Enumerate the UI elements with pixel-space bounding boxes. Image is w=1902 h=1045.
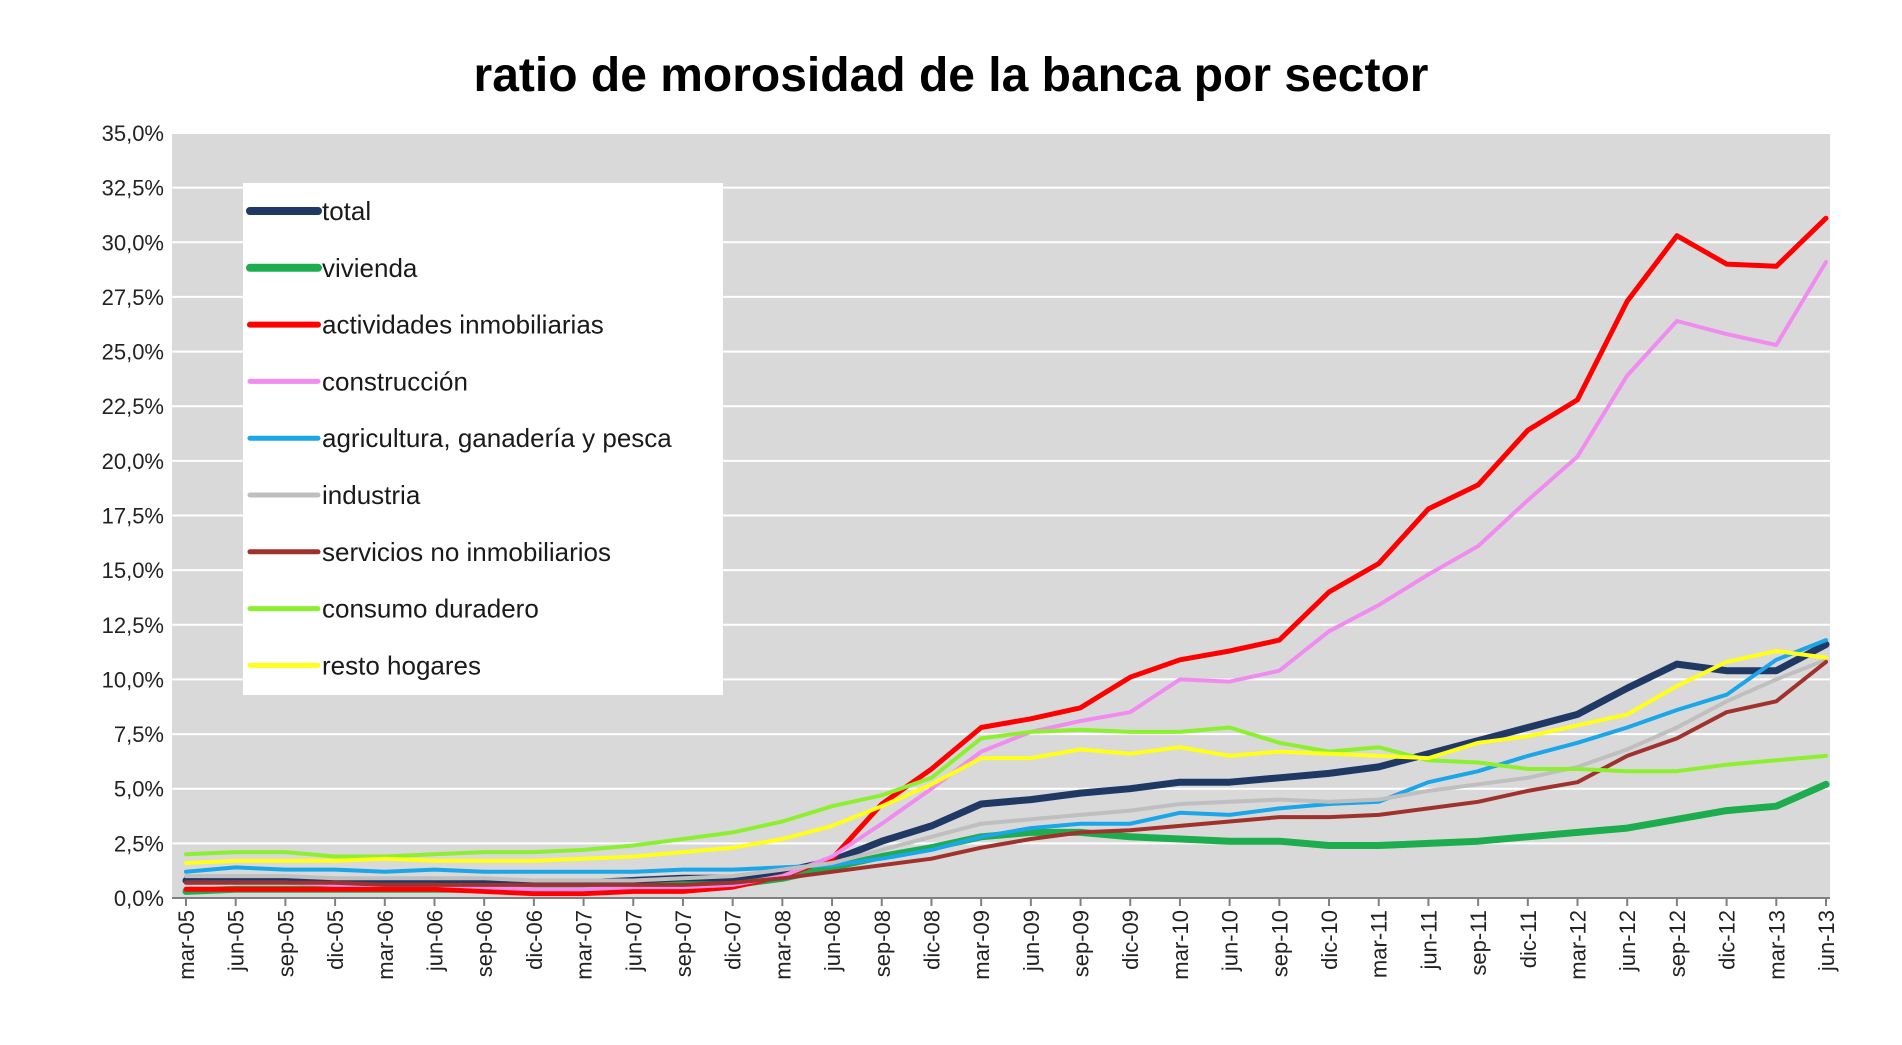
x-axis-ticks: mar-05 jun-05 sep-05 dic-05 mar-06 jun-06 sep-… [172,897,1839,980]
legend-label: actividades inmobiliarias [322,310,604,340]
legend-label: servicios no inmobiliarios [322,537,611,567]
x-tick-label: dic-05 [323,910,348,970]
legend-box [243,183,723,695]
x-tick-label: mar-07 [572,910,597,980]
series-line-4 [184,638,1828,874]
x-tick-label: sep-10 [1267,910,1292,977]
series-line-6 [184,659,1828,887]
y-tick-label: 22,5% [102,394,164,419]
x-tick-label: sep-06 [472,910,497,977]
y-tick-label: 12,5% [102,613,164,638]
x-tick-label: dic-06 [522,910,547,970]
x-tick-label: dic-07 [721,910,746,970]
legend-label: agricultura, ganadería y pesca [322,423,672,453]
x-tick-label: sep-12 [1665,910,1690,977]
legend-label: consumo duradero [322,594,539,624]
legend-label: vivienda [322,253,418,283]
y-tick-label: 0,0% [114,886,164,911]
chart-title: ratio de morosidad de la banca por secto… [473,49,1429,102]
x-tick-label: mar-06 [373,910,398,980]
x-tick-label: dic-08 [919,910,944,970]
x-tick-label: jun-06 [422,910,447,972]
x-tick-label: mar-10 [1168,910,1193,980]
x-tick-label: mar-12 [1566,910,1591,980]
x-tick-label: jun-13 [1814,910,1839,972]
series-line-8 [184,649,1828,865]
y-axis-ticks: 0,0% 2,5% 5,0% 7,5% 10,0% 12,5% 15,0% 17,5% 20,0… [102,121,164,911]
x-tick-label: sep-11 [1466,910,1491,976]
legend-label: industria [322,480,421,510]
y-tick-label: 7,5% [114,722,164,747]
x-tick-label: sep-08 [870,910,895,977]
x-tick-label: jun-07 [621,910,646,972]
series-line-0 [182,641,1830,887]
x-tick-label: jun-09 [1019,910,1044,972]
x-tick-label: sep-07 [671,910,696,977]
x-tick-label: dic-10 [1317,910,1342,970]
x-tick-label: mar-08 [770,910,795,980]
x-tick-label: jun-08 [820,910,845,972]
x-tick-label: mar-11 [1367,910,1392,978]
x-tick-label: sep-05 [273,910,298,977]
series-lines [182,215,1830,897]
x-tick-label: jun-11 [1416,910,1441,971]
x-tick-label: jun-10 [1218,910,1243,972]
y-tick-label: 27,5% [102,285,164,310]
series-line-7 [184,725,1828,859]
y-tick-label: 10,0% [102,667,164,692]
y-tick-label: 17,5% [102,504,164,529]
y-tick-label: 5,0% [114,777,164,802]
y-tick-label: 20,0% [102,449,164,474]
y-tick-label: 30,0% [102,230,164,255]
x-tick-label: sep-09 [1069,910,1094,977]
series-line-5 [184,657,1828,883]
x-tick-label: jun-12 [1615,910,1640,972]
x-tick-label: dic-09 [1118,910,1143,970]
x-tick-label: mar-05 [174,910,199,980]
x-tick-label: jun-05 [224,910,249,972]
x-tick-label: dic-11 [1516,910,1541,968]
y-tick-label: 2,5% [114,831,164,856]
y-tick-label: 15,0% [102,558,164,583]
y-tick-label: 32,5% [102,176,164,201]
y-tick-label: 25,0% [102,340,164,365]
x-tick-label: dic-12 [1715,910,1740,970]
y-tick-label: 35,0% [102,121,164,146]
legend-label: construcción [322,366,468,396]
legend: total vivienda actividades inmobiliarias co… [243,183,723,695]
legend-label: resto hogares [322,650,481,680]
series-line-2 [183,215,1829,897]
legend-label: total [322,196,371,226]
x-tick-label: mar-13 [1764,910,1789,980]
x-tick-label: mar-09 [969,910,994,980]
